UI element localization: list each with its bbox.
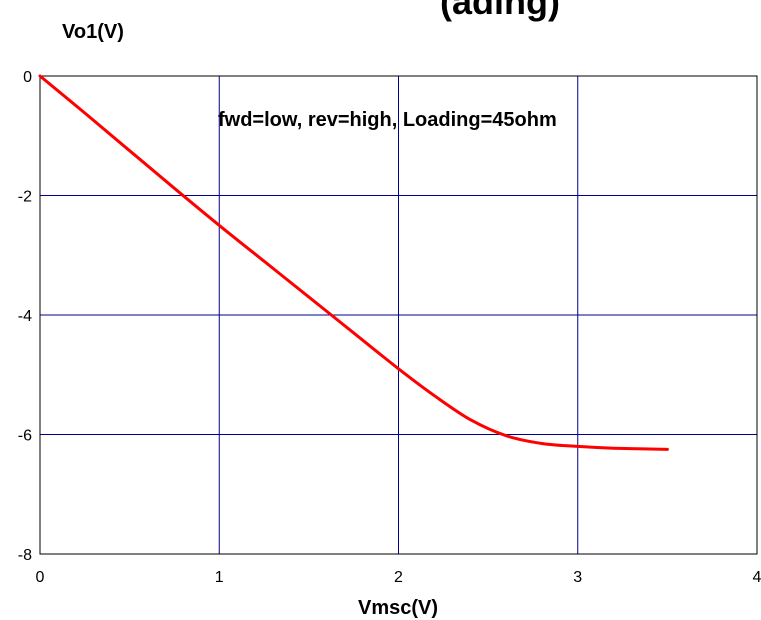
grid-lines [40, 76, 757, 554]
x-tick-labels: 0 1 2 3 4 [36, 569, 761, 586]
y-tick-label-2: -4 [18, 308, 32, 325]
chart-annotation: fwd=low, rev=high, Loading=45ohm [218, 109, 557, 131]
x-tick-label-0: 0 [36, 569, 45, 586]
x-tick-label-2: 2 [394, 569, 403, 586]
series-line [38, 74, 669, 451]
x-tick-label-3: 3 [573, 569, 582, 586]
y-tick-label-3: -6 [18, 428, 32, 445]
x-tick-label-1: 1 [215, 569, 224, 586]
x-tick-label-4: 4 [753, 569, 761, 586]
y-axis-title: Vo1(V) [62, 21, 124, 43]
y-tick-label-1: -2 [18, 189, 32, 206]
y-tick-label-4: -8 [18, 547, 32, 564]
chart-title-fragment: (ading) [440, 0, 560, 22]
plot-frame [39, 75, 758, 555]
y-tick-labels: 0 -2 -4 -6 -8 [18, 69, 32, 564]
x-axis-title: Vmsc(V) [358, 597, 438, 619]
y-tick-label-0: 0 [23, 69, 32, 86]
